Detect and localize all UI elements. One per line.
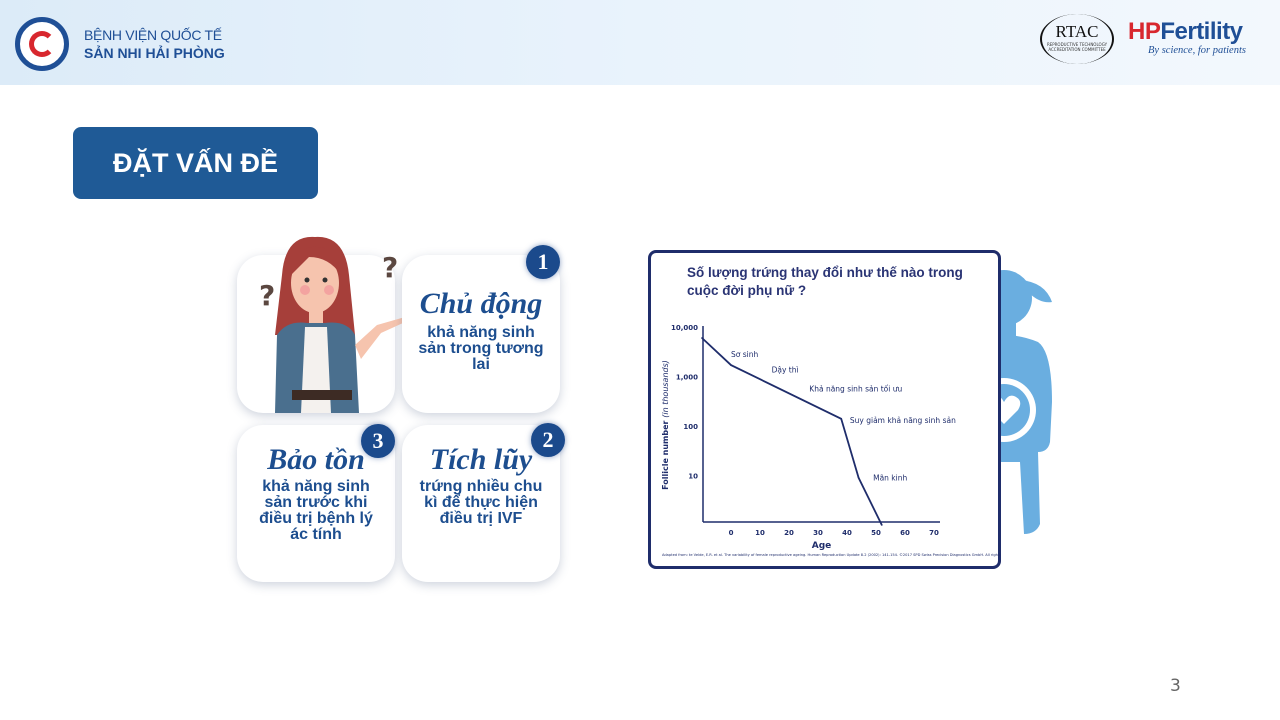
x-tick-label: 30 [813, 529, 823, 537]
rtac-logo: RTAC REPRODUCTIVE TECHNOLOGY ACCREDITATI… [1040, 14, 1114, 64]
confused-woman-illustration: ? ? [259, 236, 405, 413]
section-title: ĐẶT VẤN ĐỀ [73, 127, 318, 199]
hospital-name-line1: BỆNH VIỆN QUỐC TẾ [84, 27, 222, 43]
y-axis-label: Follicle number (in thousands) [661, 360, 670, 490]
chart-annotation: Dậy thì [772, 366, 799, 375]
x-axis-label: Age [812, 541, 832, 551]
number-badge-3: 3 [361, 424, 395, 458]
x-tick-label: 40 [842, 529, 852, 537]
chart-plot: 0 10 20 30 40 50 60 70 10,000 1,000 100 10 Sơ sinh Dậ… [661, 324, 1001, 557]
card-body: trứng nhiều chu kì để thực hiện điều trị… [419, 478, 543, 527]
illustration-card: ? ? [237, 236, 405, 413]
question-mark-icon: ? [259, 279, 275, 312]
number-badge-2: 2 [531, 423, 565, 457]
hpfertility-tagline: By science, for patients [1148, 45, 1246, 56]
hospital-name-line2: SẢN NHI HẢI PHÒNG [84, 45, 225, 61]
x-tick-label: 70 [929, 529, 939, 537]
chart-annotation: Mãn kinh [873, 473, 907, 482]
hospital-logo [15, 17, 69, 71]
chart-annotation: Sơ sinh [731, 350, 758, 359]
y-tick-label: 100 [683, 423, 698, 431]
chart-annotation: Suy giảm khả năng sinh sản [850, 416, 956, 425]
card-bao-ton: Bảo tồn khả năng sinh sản trước khi điều… [237, 425, 395, 582]
x-tick-label: 10 [755, 529, 765, 537]
page-number: 3 [1170, 676, 1181, 696]
chart-annotation: Khả năng sinh sản tối ưu [809, 384, 902, 393]
y-tick-label: 10,000 [671, 324, 698, 332]
data-point [881, 524, 883, 526]
header-bar: BỆNH VIỆN QUỐC TẾ SẢN NHI HẢI PHÒNG RTAC… [0, 0, 1280, 85]
x-tick-label: 0 [729, 529, 734, 537]
x-tick-label: 20 [784, 529, 794, 537]
card-body: khả năng sinh sản trong tương lai [418, 324, 544, 373]
data-point [701, 337, 703, 339]
data-point [840, 417, 842, 420]
x-tick-label: 50 [871, 529, 881, 537]
card-body: khả năng sinh sản trước khi điều trị bện… [259, 478, 373, 543]
card-chu-dong: Chủ động khả năng sinh sản trong tương l… [402, 255, 560, 413]
follicle-chart: Số lượng trứng thay đổi như thế nào tron… [648, 250, 1001, 569]
y-tick-label: 10 [688, 473, 698, 481]
card-heading: Chủ động [419, 287, 543, 320]
question-mark-icon: ? [382, 251, 398, 284]
chart-source: Adapted from: te Velde, E.R. et al. The … [662, 553, 1001, 557]
x-tick-label: 60 [900, 529, 910, 537]
data-point [857, 476, 860, 479]
hpfertility-logo: HPFertility [1128, 18, 1243, 45]
y-tick-label: 1,000 [676, 374, 698, 382]
card-heading: Bảo tồn [267, 443, 365, 476]
number-badge-1: 1 [526, 245, 560, 279]
data-point [730, 364, 732, 366]
card-heading: Tích lũy [429, 443, 533, 476]
card-tich-luy: Tích lũy trứng nhiều chu kì để thực hiện… [402, 425, 560, 582]
chart-title: Số lượng trứng thay đổi như thế nào tron… [687, 265, 963, 298]
